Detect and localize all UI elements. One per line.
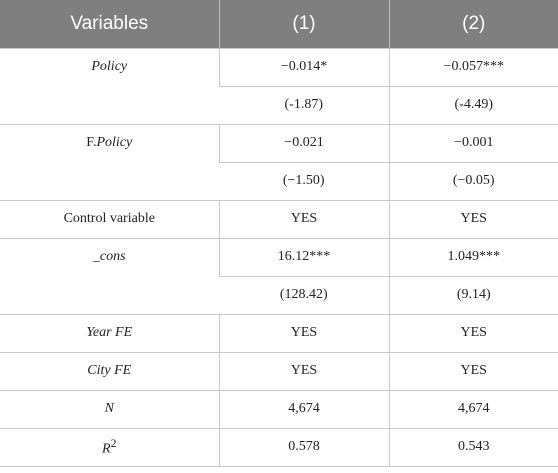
n-model-2: 4,674: [388, 389, 558, 428]
table-row: City FE YES YES: [0, 351, 558, 390]
table-row: (−1.50) (−0.05): [0, 161, 558, 200]
row-label-r2-sup: 2: [110, 436, 117, 450]
row-label-r2-main: R: [102, 441, 111, 457]
table-row: Policy −0.014* −0.057***: [0, 47, 558, 124]
control-model-2: YES: [388, 199, 558, 238]
r2-model-2: 0.543: [388, 427, 558, 467]
table-row: N 4,674 4,674: [0, 389, 558, 428]
tstat-f-policy-model-1: (−1.50): [219, 161, 389, 200]
header-model-1: (1): [218, 0, 389, 48]
row-label-r2: R2: [0, 427, 219, 467]
row-label-n: N: [0, 389, 219, 428]
row-label-f-policy: F.Policy: [0, 123, 219, 200]
table-row: R2 0.578 0.543: [0, 427, 558, 467]
row-label-policy: Policy: [0, 47, 219, 124]
row-label-f-prefix: F.: [86, 134, 97, 150]
coef-f-policy-model-1: −0.021: [218, 123, 389, 162]
row-label-year-fe: Year FE: [0, 313, 219, 352]
year-fe-model-2: YES: [388, 313, 558, 352]
table-row: _cons 16.12*** 1.049***: [0, 237, 558, 314]
row-label-f-main: Policy: [96, 134, 133, 150]
table-row: (128.42) (9.14): [0, 275, 558, 314]
table-row: (-1.87) (-4.49): [0, 85, 558, 124]
control-model-1: YES: [218, 199, 389, 238]
table-row: F.Policy −0.021 −0.001: [0, 123, 558, 200]
city-fe-model-2: YES: [388, 351, 558, 390]
row-label-city-fe: City FE: [0, 351, 219, 390]
tstat-cons-model-1: (128.42): [219, 275, 389, 314]
coef-cons-model-1: 16.12***: [218, 237, 389, 276]
coef-policy-model-2: −0.057***: [388, 47, 558, 86]
table-row: Year FE YES YES: [0, 313, 558, 352]
tstat-f-policy-model-2: (−0.05): [388, 161, 558, 200]
row-label-cons: _cons: [0, 237, 219, 314]
city-fe-model-1: YES: [218, 351, 389, 390]
row-label-control: Control variable: [0, 199, 219, 238]
year-fe-model-1: YES: [218, 313, 389, 352]
coef-cons-model-2: 1.049***: [388, 237, 558, 276]
tstat-policy-model-2: (-4.49): [388, 85, 558, 124]
r2-model-1: 0.578: [218, 427, 389, 467]
header-variables: Variables: [70, 12, 149, 34]
table-row: Control variable YES YES: [0, 199, 558, 238]
tstat-policy-model-1: (-1.87): [219, 85, 389, 124]
header-model-2: (2): [388, 0, 558, 48]
coef-f-policy-model-2: −0.001: [388, 123, 558, 162]
header-row: Variables (1) (2): [0, 0, 558, 48]
coef-policy-model-1: −0.014*: [218, 47, 389, 86]
tstat-cons-model-2: (9.14): [388, 275, 558, 314]
n-model-1: 4,674: [218, 389, 389, 428]
